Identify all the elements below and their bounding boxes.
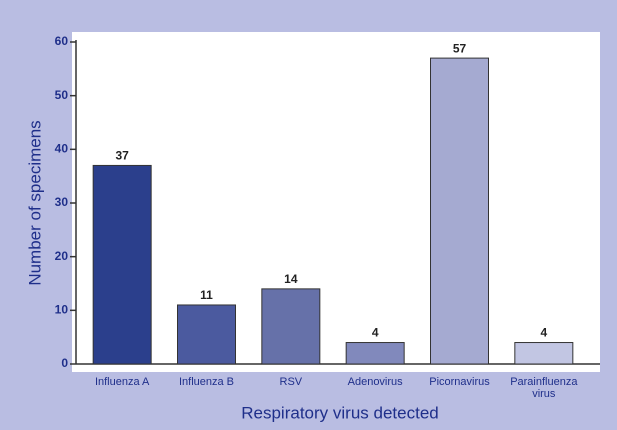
x-axis-label: Respiratory virus detected [241, 403, 438, 422]
value-label: 11 [200, 288, 213, 302]
plot-area [72, 32, 600, 372]
bar [177, 304, 236, 365]
value-label: 4 [540, 326, 547, 340]
bar [514, 342, 574, 365]
y-tick-label: 20 [55, 249, 69, 263]
y-tick-label: 0 [61, 356, 68, 370]
value-label: 14 [284, 272, 298, 286]
y-tick-label: 40 [55, 142, 69, 156]
bar [430, 57, 489, 365]
x-tick-label: Influenza B [178, 376, 235, 388]
y-tick-label: 50 [55, 88, 69, 102]
x-tick-label: Picornavirus [429, 376, 490, 388]
bar [92, 164, 152, 365]
y-axis-label: Number of specimens [25, 120, 44, 285]
bar [345, 342, 405, 365]
value-label: 4 [372, 326, 379, 340]
value-label: 57 [453, 41, 467, 55]
bar [261, 288, 321, 365]
y-tick-label: 10 [55, 303, 69, 317]
x-tick-label: RSV [279, 376, 303, 388]
x-tick-label: Adenovirus [347, 376, 403, 388]
x-tick-label: Parainfluenza virus [510, 376, 578, 400]
y-tick-label: 30 [55, 195, 69, 209]
value-label: 37 [115, 149, 129, 163]
y-tick-label: 60 [55, 34, 69, 48]
x-tick-label: Influenza A [94, 376, 150, 388]
